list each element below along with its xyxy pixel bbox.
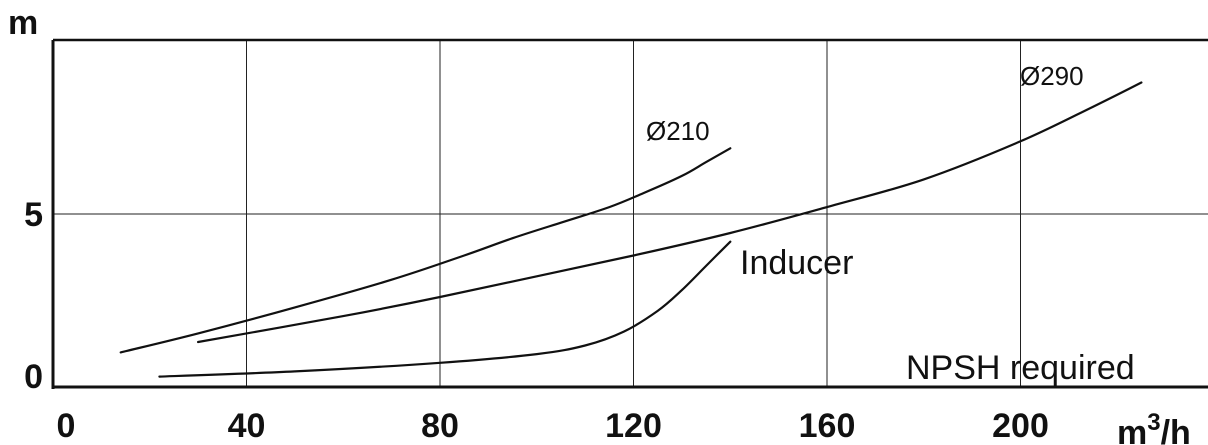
y-axis-label: m xyxy=(8,4,38,42)
x-axis-label: m3/h xyxy=(1117,409,1191,445)
x-axis-label-tail: /h xyxy=(1161,414,1191,445)
x-tick-label-0: 0 xyxy=(57,407,76,445)
x-tick-label-40: 40 xyxy=(228,407,266,445)
series-line-0 xyxy=(119,147,732,354)
grid-lines xyxy=(53,40,1208,387)
annotation-d290: Ø290 xyxy=(1020,61,1084,91)
x-tick-label-80: 80 xyxy=(421,407,459,445)
series-line-2 xyxy=(158,240,732,378)
series-curves xyxy=(119,81,1143,378)
series-line-1 xyxy=(197,81,1143,344)
tick-labels: 0 40 80 120 160 200 0 5 xyxy=(24,196,1049,445)
plot-frame xyxy=(51,38,1208,389)
y-tick-label-5: 5 xyxy=(24,196,43,234)
annotation-d210: Ø210 xyxy=(646,116,710,146)
x-axis-label-sup: 3 xyxy=(1147,409,1160,436)
y-tick-label-0: 0 xyxy=(24,358,43,396)
x-axis-label-base: m xyxy=(1117,414,1147,445)
x-tick-label-200: 200 xyxy=(992,407,1049,445)
annotation-npsh-required: NPSH required xyxy=(906,349,1135,387)
x-tick-label-120: 120 xyxy=(605,407,662,445)
annotation-inducer: Inducer xyxy=(740,244,853,282)
x-tick-label-160: 160 xyxy=(799,407,856,445)
